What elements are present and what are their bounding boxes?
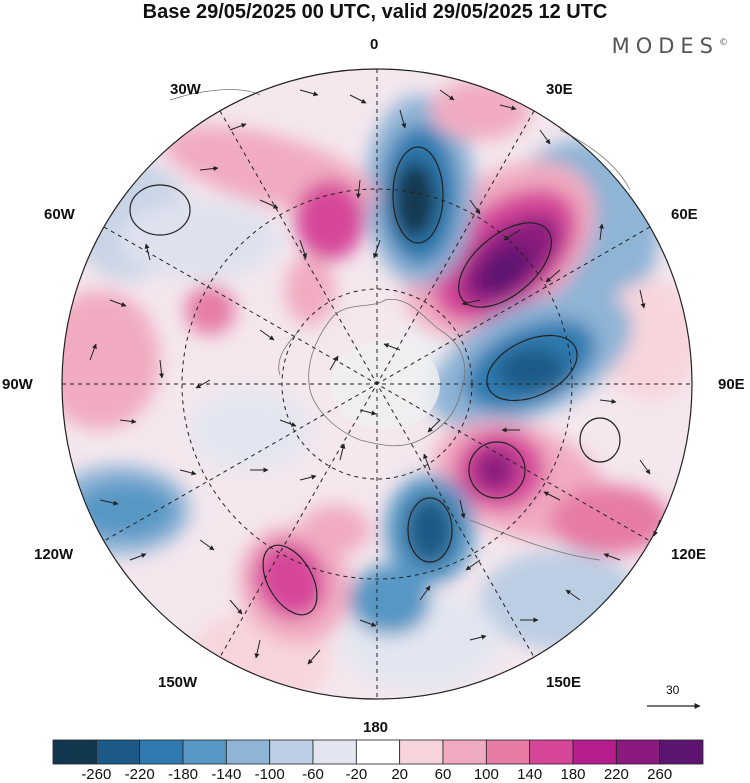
colorbar-tick-label: 140 <box>517 766 543 783</box>
colorbar-swatch <box>485 739 531 765</box>
colorbar-swatch <box>225 739 271 765</box>
colorbar-tick-label: -140 <box>211 766 242 783</box>
lon-label-30w: 30W <box>170 81 201 98</box>
lon-label-90w: 90W <box>2 376 33 393</box>
lon-label-60w: 60W <box>44 206 75 223</box>
colorbar-swatch <box>355 739 401 765</box>
map-title: Base 29/05/2025 00 UTC, valid 29/05/2025… <box>142 1 608 23</box>
lon-label-180: 180 <box>363 719 389 736</box>
colorbar-swatch <box>269 739 314 765</box>
modes-logo: MODES© <box>612 34 728 58</box>
lon-label-0: 0 <box>370 36 379 53</box>
colorbar-swatch <box>659 739 704 765</box>
contours <box>129 146 621 616</box>
colorbar <box>52 739 704 765</box>
colorbar-tick-label: 220 <box>603 766 629 783</box>
colorbar-tick-label: 100 <box>473 766 499 783</box>
lon-label-60e: 60E <box>671 206 698 223</box>
anomaly-field <box>62 69 692 699</box>
colorbar-swatch <box>615 739 661 765</box>
lon-label-150w: 150W <box>158 674 198 691</box>
copyright-mark: © <box>719 38 728 48</box>
lon-label-150e: 150E <box>546 674 582 691</box>
colorbar-swatch <box>572 739 617 765</box>
coastlines <box>169 89 631 561</box>
map-border <box>61 68 693 700</box>
colorbar-swatch <box>529 739 574 765</box>
lon-label-120w: 120W <box>34 546 74 563</box>
colorbar-tick-label: 180 <box>560 766 586 783</box>
lon-label-30e: 30E <box>546 81 573 98</box>
colorbar-swatch <box>182 739 227 765</box>
colorbar-swatch <box>312 739 357 765</box>
colorbar-swatch <box>52 739 97 765</box>
lon-label-120e: 120E <box>671 546 707 563</box>
colorbar-swatch <box>399 739 444 765</box>
colorbar-tick-label: 60 <box>434 766 452 783</box>
colorbar-swatch <box>139 739 184 765</box>
colorbar-swatch <box>442 739 487 765</box>
lon-label-90e: 90E <box>718 376 745 393</box>
colorbar-swatch <box>95 739 141 765</box>
graticule <box>62 69 692 699</box>
colorbar-tick-label: -180 <box>167 766 199 783</box>
colorbar-tick-label: -220 <box>124 766 155 783</box>
colorbar-tick-label: 20 <box>391 766 408 783</box>
colorbar-tick-label: 260 <box>647 766 673 783</box>
brand-text: MODES <box>611 34 719 58</box>
reference-vector-label: 30 <box>666 683 680 697</box>
colorbar-tick-label: -260 <box>81 766 112 783</box>
colorbar-tick-label: -20 <box>345 766 368 783</box>
wind-vectors <box>89 89 661 665</box>
colorbar-tick-label: -100 <box>254 766 285 783</box>
colorbar-tick-label: -60 <box>302 766 324 783</box>
